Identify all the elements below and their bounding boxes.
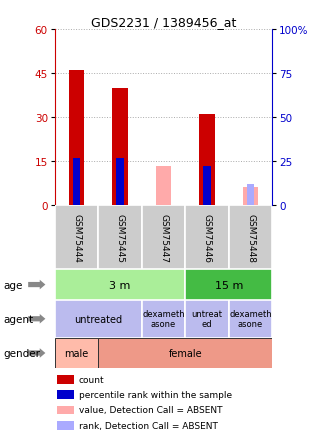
Bar [247,184,254,206]
Text: dexameth
asone: dexameth asone [142,309,185,329]
Bar [98,338,272,368]
Bar [203,167,211,206]
Bar [55,206,98,270]
Text: agent: agent [3,314,33,324]
Bar [229,206,272,270]
Text: female: female [168,348,202,358]
Text: 3 m: 3 m [109,280,131,290]
Text: male: male [64,348,89,358]
Bar [229,300,272,338]
Bar [69,71,84,206]
Bar [243,188,258,206]
Text: dexameth
asone: dexameth asone [229,309,272,329]
Bar [57,406,74,414]
Bar [55,338,98,368]
Title: GDS2231 / 1389456_at: GDS2231 / 1389456_at [91,16,236,29]
Bar [57,391,74,399]
Bar [199,115,215,206]
Text: value, Detection Call = ABSENT: value, Detection Call = ABSENT [79,405,222,414]
Text: GSM75444: GSM75444 [72,213,81,262]
Text: untreat
ed: untreat ed [192,309,223,329]
Bar [55,300,142,338]
Bar [55,270,185,300]
Bar [112,89,128,206]
Text: percentile rank within the sample: percentile rank within the sample [79,390,232,399]
Text: GSM75447: GSM75447 [159,213,168,262]
Bar [142,206,185,270]
Text: GSM75445: GSM75445 [115,213,125,262]
Bar [57,421,74,430]
Text: 15 m: 15 m [215,280,243,290]
Bar [185,206,229,270]
Bar [73,158,80,206]
Text: count: count [79,375,104,384]
Bar [116,158,124,206]
Text: gender: gender [3,348,40,358]
Bar [98,206,142,270]
Text: GSM75448: GSM75448 [246,213,255,262]
Text: rank, Detection Call = ABSENT: rank, Detection Call = ABSENT [79,421,218,430]
Bar [185,300,229,338]
Bar [156,167,171,206]
Bar [142,300,185,338]
Text: untreated: untreated [74,314,122,324]
Text: age: age [3,280,23,290]
Bar [185,270,272,300]
Text: GSM75446: GSM75446 [203,213,212,262]
Bar [57,375,74,384]
